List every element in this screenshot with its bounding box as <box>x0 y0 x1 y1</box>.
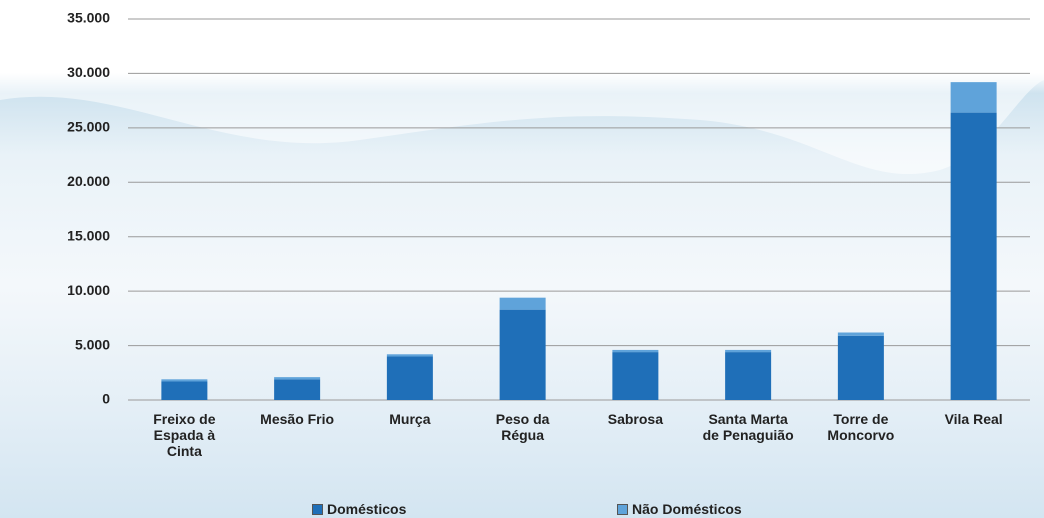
y-tick-label: 35.000 <box>67 10 110 26</box>
x-tick-label: Murça <box>389 411 431 427</box>
x-tick-label: Sabrosa <box>607 411 663 427</box>
bar-segment <box>837 332 884 336</box>
legend-swatch <box>617 503 628 515</box>
water-surface <box>0 0 1044 175</box>
bar-segment <box>950 112 997 401</box>
bar-segment <box>386 354 433 357</box>
bar-segment <box>612 349 659 353</box>
bar-segment <box>161 381 208 400</box>
y-tick-label: 25.000 <box>67 119 110 135</box>
legend-swatch <box>312 503 323 515</box>
bar-segment <box>274 377 321 380</box>
y-tick-label: 15.000 <box>67 227 110 243</box>
x-tick-label: Freixo de Espada à Cinta <box>153 411 216 459</box>
bar-segment <box>725 352 772 400</box>
y-tick-label: 20.000 <box>67 173 110 189</box>
bar-segment <box>161 379 208 382</box>
x-tick-label: Peso da Régua <box>495 411 550 443</box>
y-tick-label: 0 <box>102 391 110 407</box>
bar-segment <box>274 379 321 400</box>
x-tick-label: Torre de Moncorvo <box>827 411 895 443</box>
y-tick-label: 10.000 <box>67 282 110 298</box>
bar-segment <box>499 297 546 310</box>
bar-segment <box>612 352 659 400</box>
bar-segment <box>499 309 546 400</box>
legend-label: Não Domésticos <box>632 501 742 517</box>
bar-segment <box>950 82 997 113</box>
y-tick-label: 5.000 <box>75 336 110 352</box>
bar-segment <box>725 349 772 353</box>
legend-item: Domésticos <box>312 501 406 517</box>
bar-segment <box>837 335 884 400</box>
bar-segment <box>386 356 433 400</box>
x-tick-label: Santa Marta de Penaguião <box>702 411 794 443</box>
legend-label: Domésticos <box>327 501 407 517</box>
legend-item: Não Domésticos <box>617 501 742 517</box>
y-tick-label: 30.000 <box>67 64 110 80</box>
x-tick-label: Vila Real <box>944 411 1003 427</box>
x-tick-label: Mesão Frio <box>260 411 335 427</box>
